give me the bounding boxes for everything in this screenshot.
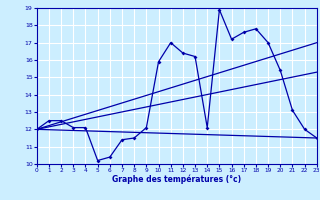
X-axis label: Graphe des températures (°c): Graphe des températures (°c)	[112, 175, 241, 184]
